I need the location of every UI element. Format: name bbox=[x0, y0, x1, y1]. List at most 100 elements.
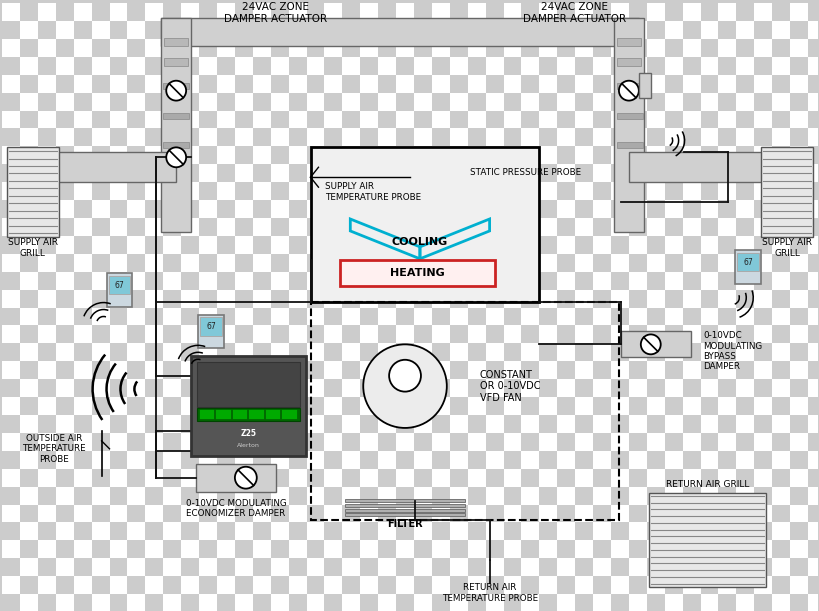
Bar bbox=[610, 290, 628, 307]
Bar bbox=[38, 361, 56, 379]
Bar bbox=[432, 505, 450, 522]
Bar bbox=[610, 111, 628, 128]
Bar bbox=[503, 128, 521, 147]
Bar bbox=[681, 272, 699, 290]
Bar bbox=[163, 415, 181, 433]
Bar bbox=[181, 326, 199, 343]
Bar bbox=[110, 147, 127, 164]
Bar bbox=[467, 594, 485, 611]
Bar bbox=[521, 236, 539, 254]
Bar bbox=[789, 397, 807, 415]
Bar bbox=[789, 558, 807, 576]
Bar bbox=[110, 451, 127, 469]
Bar bbox=[127, 128, 145, 147]
Bar bbox=[199, 254, 217, 272]
Bar bbox=[306, 558, 324, 576]
Bar bbox=[610, 272, 628, 290]
Bar bbox=[735, 57, 753, 75]
Text: SUPPLY AIR
GRILL: SUPPLY AIR GRILL bbox=[761, 238, 811, 258]
Bar bbox=[163, 505, 181, 522]
Bar bbox=[306, 182, 324, 200]
Bar bbox=[574, 415, 592, 433]
Bar bbox=[699, 343, 717, 361]
Bar bbox=[110, 433, 127, 451]
Bar bbox=[467, 558, 485, 576]
Bar bbox=[467, 451, 485, 469]
Bar bbox=[199, 57, 217, 75]
Bar bbox=[592, 433, 610, 451]
Bar bbox=[467, 128, 485, 147]
Bar bbox=[252, 57, 270, 75]
Bar bbox=[592, 218, 610, 236]
Bar bbox=[56, 540, 74, 558]
Bar bbox=[270, 486, 288, 505]
Bar bbox=[163, 3, 181, 21]
Bar bbox=[217, 576, 234, 594]
Bar bbox=[521, 594, 539, 611]
Bar bbox=[539, 290, 557, 307]
Bar bbox=[681, 415, 699, 433]
Bar bbox=[306, 576, 324, 594]
Bar bbox=[56, 93, 74, 111]
Bar bbox=[646, 164, 664, 182]
Bar bbox=[771, 3, 789, 21]
Bar bbox=[503, 486, 521, 505]
Bar bbox=[646, 147, 664, 164]
Bar bbox=[163, 182, 181, 200]
Bar bbox=[521, 558, 539, 576]
Bar bbox=[181, 182, 199, 200]
Bar bbox=[378, 379, 396, 397]
Bar bbox=[92, 164, 110, 182]
Bar bbox=[450, 272, 467, 290]
Bar bbox=[699, 594, 717, 611]
Bar bbox=[503, 182, 521, 200]
Bar bbox=[753, 326, 771, 343]
Bar bbox=[646, 128, 664, 147]
Bar bbox=[92, 415, 110, 433]
Bar bbox=[610, 397, 628, 415]
Bar bbox=[753, 307, 771, 326]
Bar bbox=[20, 397, 38, 415]
Bar bbox=[664, 415, 681, 433]
Bar bbox=[717, 433, 735, 451]
Bar bbox=[610, 326, 628, 343]
Bar bbox=[753, 111, 771, 128]
Bar bbox=[252, 558, 270, 576]
Bar bbox=[74, 576, 92, 594]
Bar bbox=[807, 505, 819, 522]
Bar bbox=[20, 128, 38, 147]
Bar bbox=[378, 397, 396, 415]
Bar bbox=[127, 307, 145, 326]
Bar bbox=[342, 397, 360, 415]
Bar bbox=[521, 326, 539, 343]
Bar bbox=[92, 540, 110, 558]
Bar bbox=[38, 218, 56, 236]
Bar bbox=[610, 39, 628, 57]
Bar bbox=[681, 469, 699, 486]
Bar bbox=[414, 254, 432, 272]
Bar bbox=[110, 218, 127, 236]
Bar bbox=[610, 3, 628, 21]
Bar bbox=[324, 3, 342, 21]
Bar bbox=[574, 75, 592, 93]
Bar bbox=[807, 576, 819, 594]
Bar bbox=[717, 147, 735, 164]
Bar bbox=[539, 93, 557, 111]
Bar bbox=[396, 307, 414, 326]
Bar bbox=[616, 82, 642, 89]
Bar bbox=[2, 272, 20, 290]
Bar bbox=[2, 21, 20, 39]
Bar bbox=[252, 343, 270, 361]
Bar bbox=[127, 343, 145, 361]
Bar bbox=[163, 21, 181, 39]
Bar bbox=[217, 540, 234, 558]
Bar bbox=[2, 57, 20, 75]
Bar bbox=[181, 361, 199, 379]
Bar bbox=[252, 361, 270, 379]
Bar bbox=[485, 343, 503, 361]
Bar bbox=[717, 558, 735, 576]
Bar bbox=[753, 343, 771, 361]
Bar bbox=[735, 39, 753, 57]
Bar bbox=[342, 379, 360, 397]
Bar bbox=[306, 21, 324, 39]
